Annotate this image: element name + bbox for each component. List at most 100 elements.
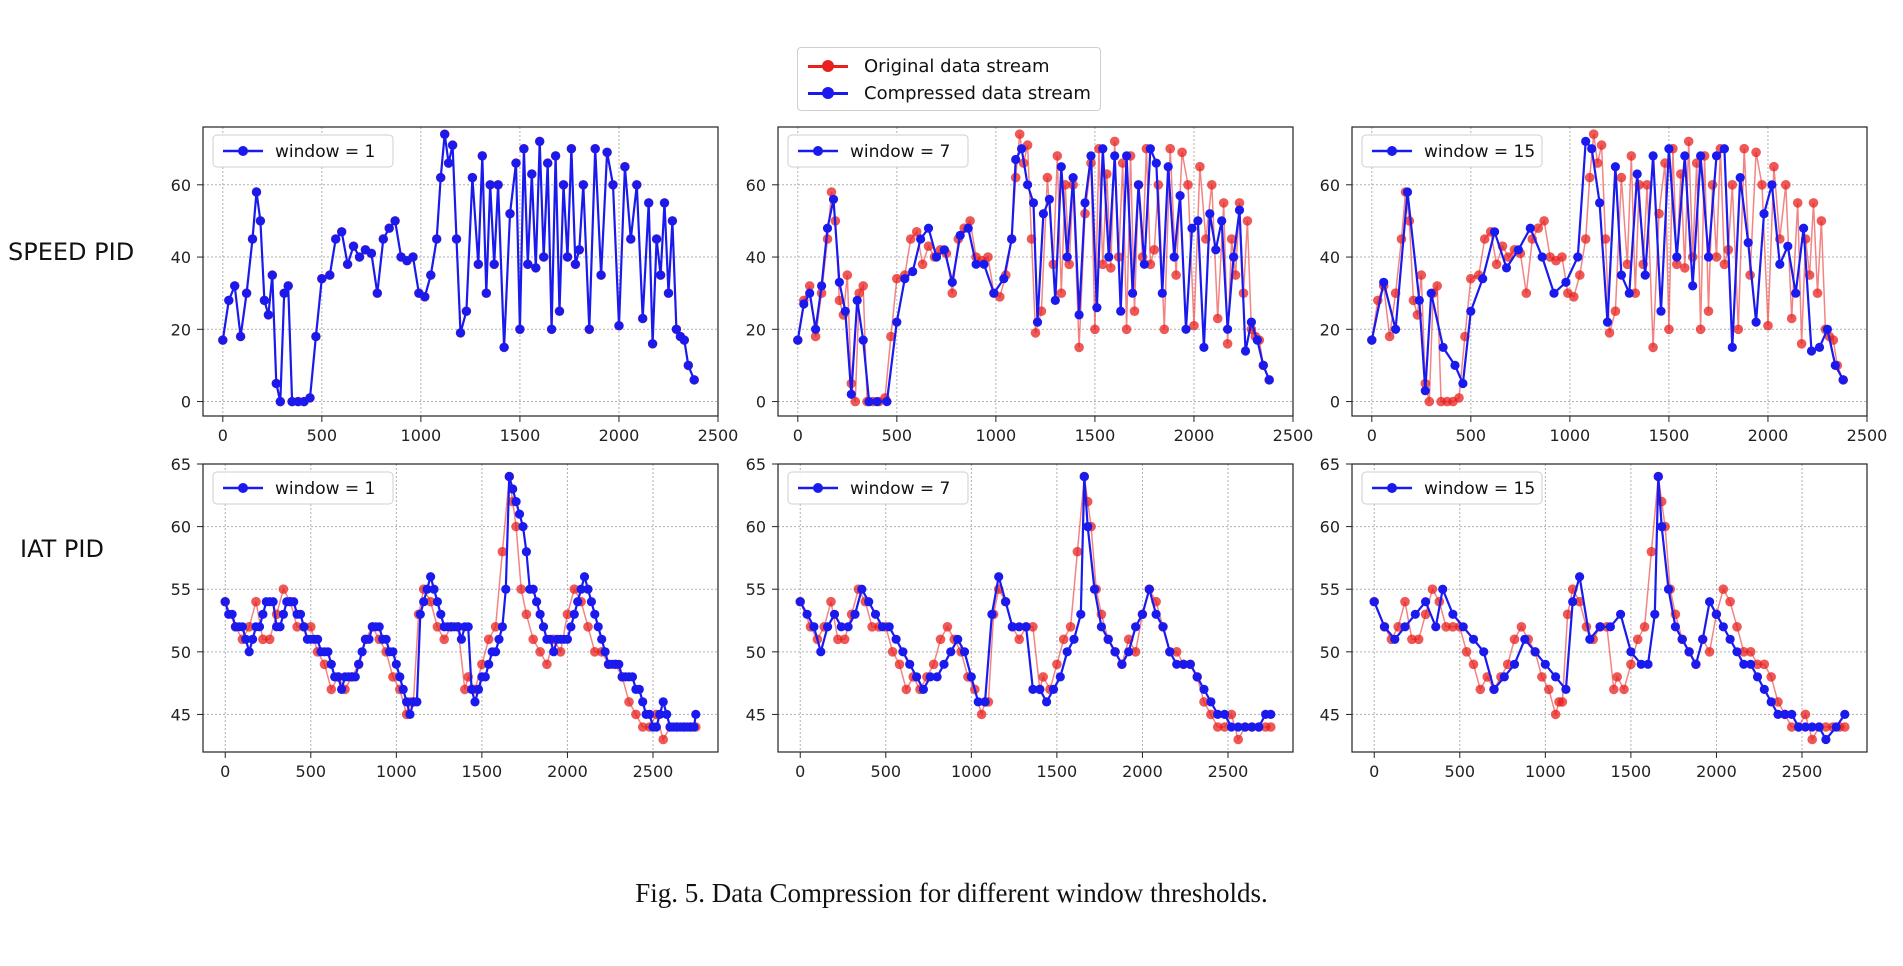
compressed-data-point <box>1137 609 1147 619</box>
x-tick-label: 2500 <box>1847 426 1888 445</box>
compressed-data-point <box>1684 647 1694 657</box>
original-data-point <box>1588 129 1599 139</box>
compressed-data-point <box>1458 378 1468 389</box>
compressed-data-point <box>1806 346 1817 356</box>
compressed-data-point <box>683 360 693 370</box>
legend-entry-compressed: Compressed data stream <box>798 80 1091 106</box>
original-data-point <box>1751 147 1761 158</box>
original-data-point <box>1407 634 1417 645</box>
x-tick-label: 2000 <box>1696 762 1737 781</box>
compressed-data-point <box>388 647 398 657</box>
original-data-point <box>1384 331 1395 342</box>
compressed-data-point <box>1490 227 1500 237</box>
original-data-point <box>1732 622 1742 632</box>
compressed-data-point <box>1711 151 1722 161</box>
original-data-point <box>1242 216 1253 226</box>
original-data-point <box>1065 622 1076 632</box>
compressed-data-point <box>528 584 538 594</box>
compressed-data-point <box>679 335 689 345</box>
original-data-point <box>1812 288 1823 299</box>
original-data-point <box>947 288 958 299</box>
compressed-data-point <box>1023 180 1033 190</box>
original-data-point <box>497 546 508 557</box>
original-data-point <box>1396 234 1407 244</box>
original-data-point <box>1042 172 1053 183</box>
compressed-data-point <box>1568 597 1578 607</box>
compressed-data-point <box>1098 144 1108 154</box>
original-data-point <box>264 634 275 645</box>
original-data-point <box>1233 734 1243 745</box>
compressed-data-point <box>1079 471 1089 482</box>
x-tick-label: 500 <box>296 762 327 781</box>
compressed-data-point <box>263 310 273 320</box>
original-data-point <box>1448 622 1458 632</box>
compressed-data-point <box>1175 191 1185 201</box>
compressed-data-point <box>1605 622 1615 632</box>
y-tick-label: 55 <box>746 580 766 599</box>
compressed-data-point <box>436 173 446 183</box>
original-data-point <box>1502 659 1513 670</box>
original-data-point <box>1639 622 1650 632</box>
compressed-data-point <box>1178 659 1189 669</box>
original-data-point <box>1266 722 1276 732</box>
compressed-data-point <box>331 234 341 244</box>
original-data-point <box>516 584 526 594</box>
original-data-point <box>867 622 877 632</box>
original-data-point <box>1072 546 1083 557</box>
compressed-data-point <box>1585 634 1595 644</box>
compressed-data-point <box>850 609 860 619</box>
original-data-point <box>319 659 330 670</box>
y-tick-label: 20 <box>746 320 766 339</box>
original-data-point <box>1642 180 1652 190</box>
compressed-data-point <box>689 375 699 385</box>
compressed-data-point <box>689 722 699 732</box>
compressed-data-point <box>1258 360 1268 370</box>
compressed-data-point <box>877 622 888 632</box>
compressed-data-point <box>1414 295 1424 305</box>
compressed-data-point <box>440 129 450 139</box>
compressed-data-point <box>381 634 391 644</box>
axes-frame <box>1351 463 1868 753</box>
original-data-point <box>631 709 641 720</box>
compressed-data-point <box>279 288 289 298</box>
original-data-point <box>1616 172 1627 183</box>
compressed-data-point <box>891 634 901 644</box>
compressed-data-point <box>1595 198 1605 208</box>
x-tick-label: 1000 <box>1550 426 1591 445</box>
compressed-data-point <box>1438 342 1448 352</box>
compressed-data-point <box>511 497 521 507</box>
compressed-data-point <box>1139 259 1149 269</box>
original-data-point <box>1672 259 1682 270</box>
compressed-data-point <box>1028 198 1039 208</box>
original-data-point <box>923 241 934 251</box>
compressed-data-point <box>258 609 268 619</box>
compressed-data-point <box>593 622 603 632</box>
compressed-data-point <box>1192 672 1202 682</box>
original-data-point <box>1759 659 1770 670</box>
compressed-data-point <box>391 659 401 669</box>
y-tick-label: 60 <box>746 176 766 195</box>
compressed-data-point <box>1794 722 1804 732</box>
chart-panel: 0 500 1000 1500 2000 2500 45 50 55 60 65 window = 1 <box>171 455 719 781</box>
x-tick-label: 0 <box>220 762 230 781</box>
original-data-point <box>1596 140 1607 150</box>
compressed-data-point <box>1379 277 1389 287</box>
original-data-point <box>1622 259 1633 270</box>
compressed-data-point <box>908 266 918 277</box>
compressed-data-point <box>244 647 254 657</box>
original-data-point <box>251 596 261 607</box>
compressed-data-point <box>420 292 430 302</box>
original-data-point <box>1792 198 1803 208</box>
original-data-point <box>1466 273 1476 284</box>
x-tick-label: 2500 <box>1273 426 1314 445</box>
panel-legend-label: window = 1 <box>275 142 375 162</box>
compressed-data-point <box>463 622 473 632</box>
original-data-point <box>1130 647 1141 657</box>
compressed-data-point <box>467 684 477 695</box>
compressed-data-point <box>999 274 1009 284</box>
compressed-data-point <box>1735 173 1745 183</box>
original-data-point <box>1098 259 1108 270</box>
compressed-data-point <box>477 151 487 161</box>
original-data-point <box>935 634 946 645</box>
compressed-data-point <box>1624 288 1634 298</box>
